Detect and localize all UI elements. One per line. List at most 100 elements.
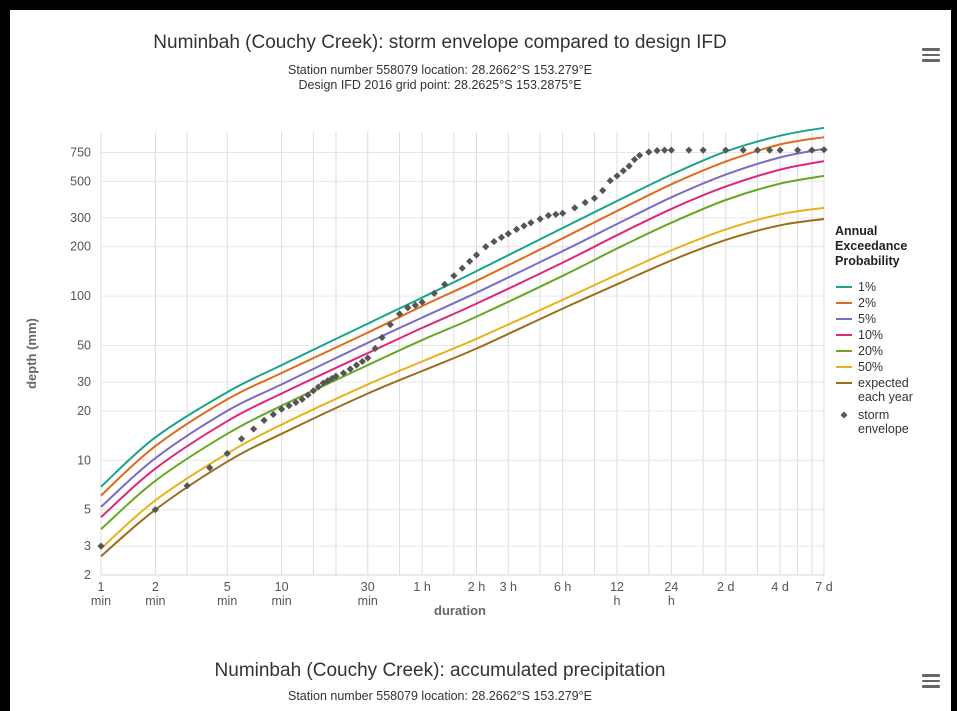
legend-item-label[interactable]: envelope — [858, 422, 909, 436]
legend-item-label[interactable]: each year — [858, 390, 913, 404]
storm-envelope-point — [613, 172, 621, 180]
storm-envelope-point — [404, 304, 412, 312]
x-axis-label: duration — [434, 603, 486, 618]
storm-envelope-point — [820, 146, 828, 154]
x-tick-label: 24 — [664, 580, 678, 594]
y-tick-label: 10 — [77, 453, 91, 467]
y-axis-label: depth (mm) — [24, 318, 39, 389]
chart-menu-hamburger-menu-icon[interactable] — [922, 48, 940, 64]
storm-envelope-point — [324, 377, 332, 385]
storm-envelope-point — [520, 222, 528, 230]
x-tick-label: 6 h — [554, 580, 571, 594]
storm-envelope-point — [97, 542, 105, 550]
storm-envelope-point — [512, 225, 521, 234]
x-tick-sublabel: h — [668, 594, 675, 608]
storm-envelope-point — [722, 146, 730, 154]
storm-envelope-point — [358, 357, 366, 366]
storm-envelope-point — [466, 257, 474, 265]
storm-envelope-point — [151, 506, 159, 514]
storm-envelope-point — [223, 449, 231, 458]
storm-envelope-point — [559, 209, 567, 217]
storm-envelope-point — [285, 402, 293, 410]
second-chart-menu-hamburger-menu-icon[interactable] — [922, 674, 940, 690]
storm-envelope-point — [304, 391, 312, 399]
storm-envelope-point — [590, 194, 599, 202]
storm-envelope-point — [332, 372, 340, 380]
series-line-6 — [100, 218, 825, 558]
storm-envelope-point — [581, 198, 589, 207]
storm-envelope-point — [753, 146, 762, 154]
chart-title: Numinbah (Couchy Creek): storm envelope … — [153, 32, 727, 53]
series-line-2 — [100, 147, 825, 508]
legend-item-label[interactable]: 20% — [858, 344, 883, 358]
x-tick-label: 1 h — [413, 580, 430, 594]
storm-envelope-point — [660, 146, 669, 154]
y-tick-label: 200 — [70, 240, 91, 254]
storm-envelope-point — [250, 425, 258, 433]
storm-envelope-point — [667, 146, 675, 154]
storm-envelope-point — [653, 147, 661, 155]
x-tick-label: 12 — [610, 580, 624, 594]
legend-item-label[interactable]: expected — [858, 376, 909, 390]
x-tick-label: 2 — [152, 580, 159, 594]
y-tick-label: 3 — [84, 539, 91, 553]
legend-item-label[interactable]: storm — [858, 408, 889, 422]
ifd-chart: 235102030501002003005007501min2min5min10… — [24, 126, 913, 618]
storm-envelope-point — [766, 146, 774, 154]
storm-envelope-point — [504, 230, 512, 238]
legend-title: Annual — [835, 224, 877, 238]
legend-item-label[interactable]: 10% — [858, 328, 883, 342]
storm-envelope-point — [606, 177, 614, 185]
x-tick-label: 3 h — [500, 580, 517, 594]
chart-subtitle-ifd: Design IFD 2016 grid point: 28.2625°S 15… — [298, 78, 582, 92]
storm-envelope-point — [739, 146, 747, 154]
storm-envelope-point — [430, 289, 438, 297]
storm-envelope-point — [699, 146, 707, 154]
x-tick-sublabel: min — [358, 594, 378, 608]
x-tick-sublabel: min — [272, 594, 292, 608]
legend-item-label[interactable]: 2% — [858, 296, 876, 310]
x-tick-label: 5 — [224, 580, 231, 594]
storm-envelope-point — [619, 167, 627, 175]
legend-title: Exceedance — [835, 239, 907, 253]
storm-envelope-point — [552, 210, 560, 218]
storm-envelope-point — [776, 146, 784, 154]
storm-envelope-point — [237, 435, 246, 443]
y-tick-label: 300 — [70, 211, 91, 225]
y-tick-label: 100 — [70, 289, 91, 303]
legend-item-label[interactable]: 5% — [858, 312, 876, 326]
series-line-4 — [100, 174, 825, 530]
x-tick-label: 10 — [275, 580, 289, 594]
y-tick-label: 750 — [70, 146, 91, 160]
storm-envelope-point — [527, 219, 535, 227]
storm-envelope-point — [260, 416, 268, 424]
storm-envelope-point — [292, 398, 300, 407]
chart-panel: Numinbah (Couchy Creek): storm envelope … — [10, 10, 951, 711]
storm-envelope-point — [418, 298, 426, 306]
x-tick-sublabel: min — [217, 594, 237, 608]
storm-envelope-point — [395, 310, 404, 318]
x-tick-label: 30 — [361, 580, 375, 594]
x-tick-sublabel: min — [91, 594, 111, 608]
series-line-5 — [100, 206, 825, 550]
storm-envelope-point — [386, 321, 394, 329]
series-line-1 — [100, 136, 825, 497]
storm-envelope-point — [794, 146, 802, 154]
storm-envelope-point — [352, 361, 361, 369]
storm-envelope-point — [269, 410, 277, 419]
storm-envelope-point — [346, 365, 354, 373]
x-tick-sublabel: min — [145, 594, 165, 608]
x-tick-sublabel: h — [614, 594, 621, 608]
storm-envelope-point — [571, 204, 579, 212]
storm-envelope-point — [371, 344, 379, 353]
storm-envelope-point — [298, 395, 306, 403]
legend-item-label[interactable]: 1% — [858, 280, 876, 294]
storm-envelope-point — [206, 464, 214, 472]
storm-envelope-point — [635, 151, 644, 160]
legend-item-label[interactable]: 50% — [858, 360, 883, 374]
second-chart-subtitle-station: Station number 558079 location: 28.2662°… — [288, 689, 592, 703]
second-chart-title: Numinbah (Couchy Creek): accumulated pre… — [214, 660, 666, 681]
storm-envelope-point — [339, 369, 348, 377]
storm-envelope-point — [183, 482, 191, 490]
